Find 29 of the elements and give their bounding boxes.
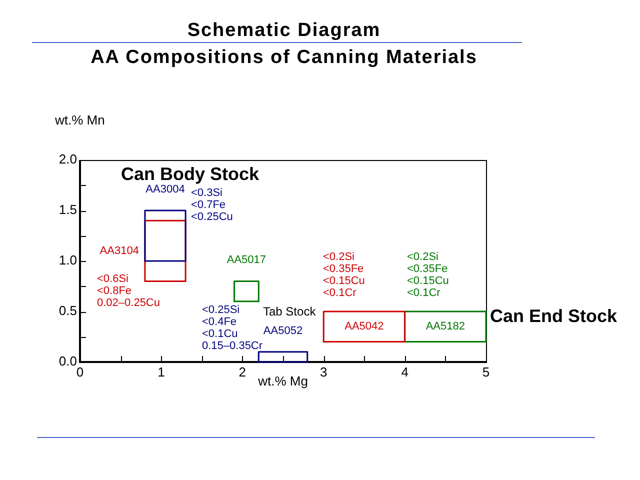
y-tick-label: 1.5	[58, 202, 77, 218]
series-label: AA3104	[100, 244, 139, 257]
series-label: AA3004	[146, 184, 185, 196]
annotation: Tab Stock	[263, 304, 317, 318]
series-label: AA5182	[426, 320, 465, 333]
y-axis-title: wt.% Mn	[54, 112, 105, 128]
annotation: <0.25Si <0.4Fe <0.1Cu 0.15–0.35Cr	[202, 304, 263, 352]
annotation: Can Body Stock	[121, 164, 260, 184]
y-tick-label: 1.0	[58, 252, 77, 268]
x-axis-title: wt.% Mg	[257, 374, 308, 389]
x-tick-label: 4	[401, 364, 408, 380]
chart-subtitle: AA Compositions of Canning Materials	[90, 47, 478, 68]
y-tick-label: 2.0	[58, 152, 77, 167]
text: Can End Stock	[490, 306, 618, 326]
x-tick-label: 5	[482, 364, 490, 380]
annotation: <0.2Si <0.35Fe <0.15Cu <0.1Cr	[323, 251, 365, 300]
y-tick-label: 0.0	[58, 354, 77, 369]
y-tick-label: 0.5	[58, 303, 77, 318]
x-tick-label: 0	[76, 364, 84, 380]
annotation: <0.3Si <0.7Fe <0.25Cu	[191, 187, 233, 224]
chart-title: Schematic Diagram	[187, 20, 381, 41]
annotation: <0.6Si <0.8Fe 0.02–0.25Cu	[97, 273, 160, 310]
series-label: AA5042	[344, 320, 384, 333]
x-tick-label: 1	[158, 364, 165, 380]
x-tick-label: 3	[320, 364, 328, 380]
series-label: AA5017	[226, 254, 266, 266]
annotation: <0.2Si <0.35Fe <0.15Cu <0.1Cr	[407, 251, 449, 300]
x-tick-label: 2	[238, 364, 246, 380]
series-label: AA5052	[263, 324, 303, 337]
